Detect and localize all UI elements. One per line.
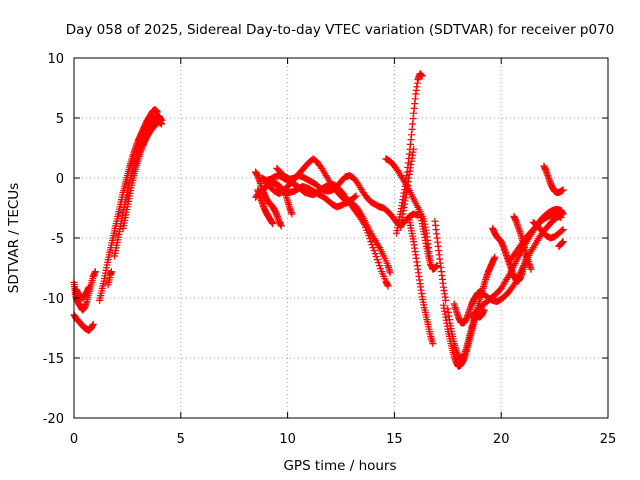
data-point: [559, 210, 567, 218]
y-axis-label: SDTVAR / TECUs: [6, 183, 22, 293]
grid-lines: [74, 58, 608, 418]
data-point: [371, 250, 379, 258]
y-tick-label: -5: [51, 232, 64, 247]
y-tick-labels: -20 -15 -10 -5 0 5 10: [43, 52, 64, 427]
data-series: [540, 162, 567, 196]
data-point: [277, 222, 285, 230]
data-point: [386, 269, 394, 277]
data-series: [393, 70, 426, 237]
data-point: [85, 283, 93, 291]
x-axis-label: GPS time / hours: [283, 458, 396, 474]
data-point: [375, 262, 383, 270]
x-tick-label: 0: [70, 432, 78, 447]
data-point: [509, 282, 517, 290]
data-series: [252, 168, 285, 230]
data-point: [559, 186, 567, 194]
data-point: [352, 192, 360, 200]
x-tick-label: 5: [177, 432, 185, 447]
data-point: [491, 253, 499, 261]
x-tick-label: 10: [279, 432, 296, 447]
x-tick-labels: 0 5 10 15 20 25: [70, 432, 616, 447]
data-series: [405, 216, 437, 348]
data-point: [410, 145, 418, 153]
data-series: [254, 186, 277, 228]
data-point: [373, 256, 381, 264]
data-series: [119, 118, 166, 232]
data-point: [91, 268, 99, 276]
axis-ticks: [73, 57, 609, 419]
y-tick-label: -20: [43, 412, 64, 427]
data-point: [288, 210, 296, 218]
data-point: [374, 259, 382, 267]
y-tick-label: -10: [43, 292, 64, 307]
data-point: [429, 340, 437, 348]
data-series: [444, 305, 488, 363]
data-point: [372, 253, 380, 261]
data-series: [510, 212, 535, 273]
y-tick-label: 0: [56, 172, 64, 187]
data-point: [107, 268, 115, 276]
x-tick-label: 25: [600, 432, 617, 447]
data-point: [370, 247, 378, 255]
data-series: [269, 178, 394, 277]
data-series: [529, 218, 567, 242]
x-tick-label: 15: [386, 432, 403, 447]
data-series: [489, 224, 531, 285]
data-point: [369, 244, 377, 252]
data-point: [158, 120, 166, 128]
x-tick-label: 20: [493, 432, 510, 447]
data-point: [559, 238, 567, 246]
data-point: [480, 306, 488, 314]
data-series: [104, 268, 115, 289]
data-point: [269, 220, 277, 228]
data-series: [555, 238, 567, 250]
data-point: [418, 72, 426, 80]
y-tick-label: 10: [47, 52, 64, 67]
data-point: [351, 193, 359, 201]
y-tick-label: -15: [43, 352, 64, 367]
data-series: [431, 217, 450, 304]
data-point: [557, 214, 565, 222]
data-point: [89, 320, 97, 328]
y-tick-label: 5: [56, 112, 64, 127]
data-series: [416, 208, 441, 273]
data-marks: [70, 70, 567, 370]
chart-title: Day 058 of 2025, Sidereal Day-to-day VTE…: [66, 22, 615, 38]
data-series: [397, 145, 418, 231]
data-series: [72, 283, 93, 302]
data-point: [558, 227, 566, 234]
data-point: [442, 296, 450, 304]
data-point: [384, 282, 392, 290]
data-point: [527, 265, 535, 273]
data-point: [559, 226, 567, 234]
data-series: [450, 211, 565, 327]
data-series: [70, 311, 97, 334]
data-series: [273, 164, 422, 230]
data-point: [377, 265, 385, 273]
